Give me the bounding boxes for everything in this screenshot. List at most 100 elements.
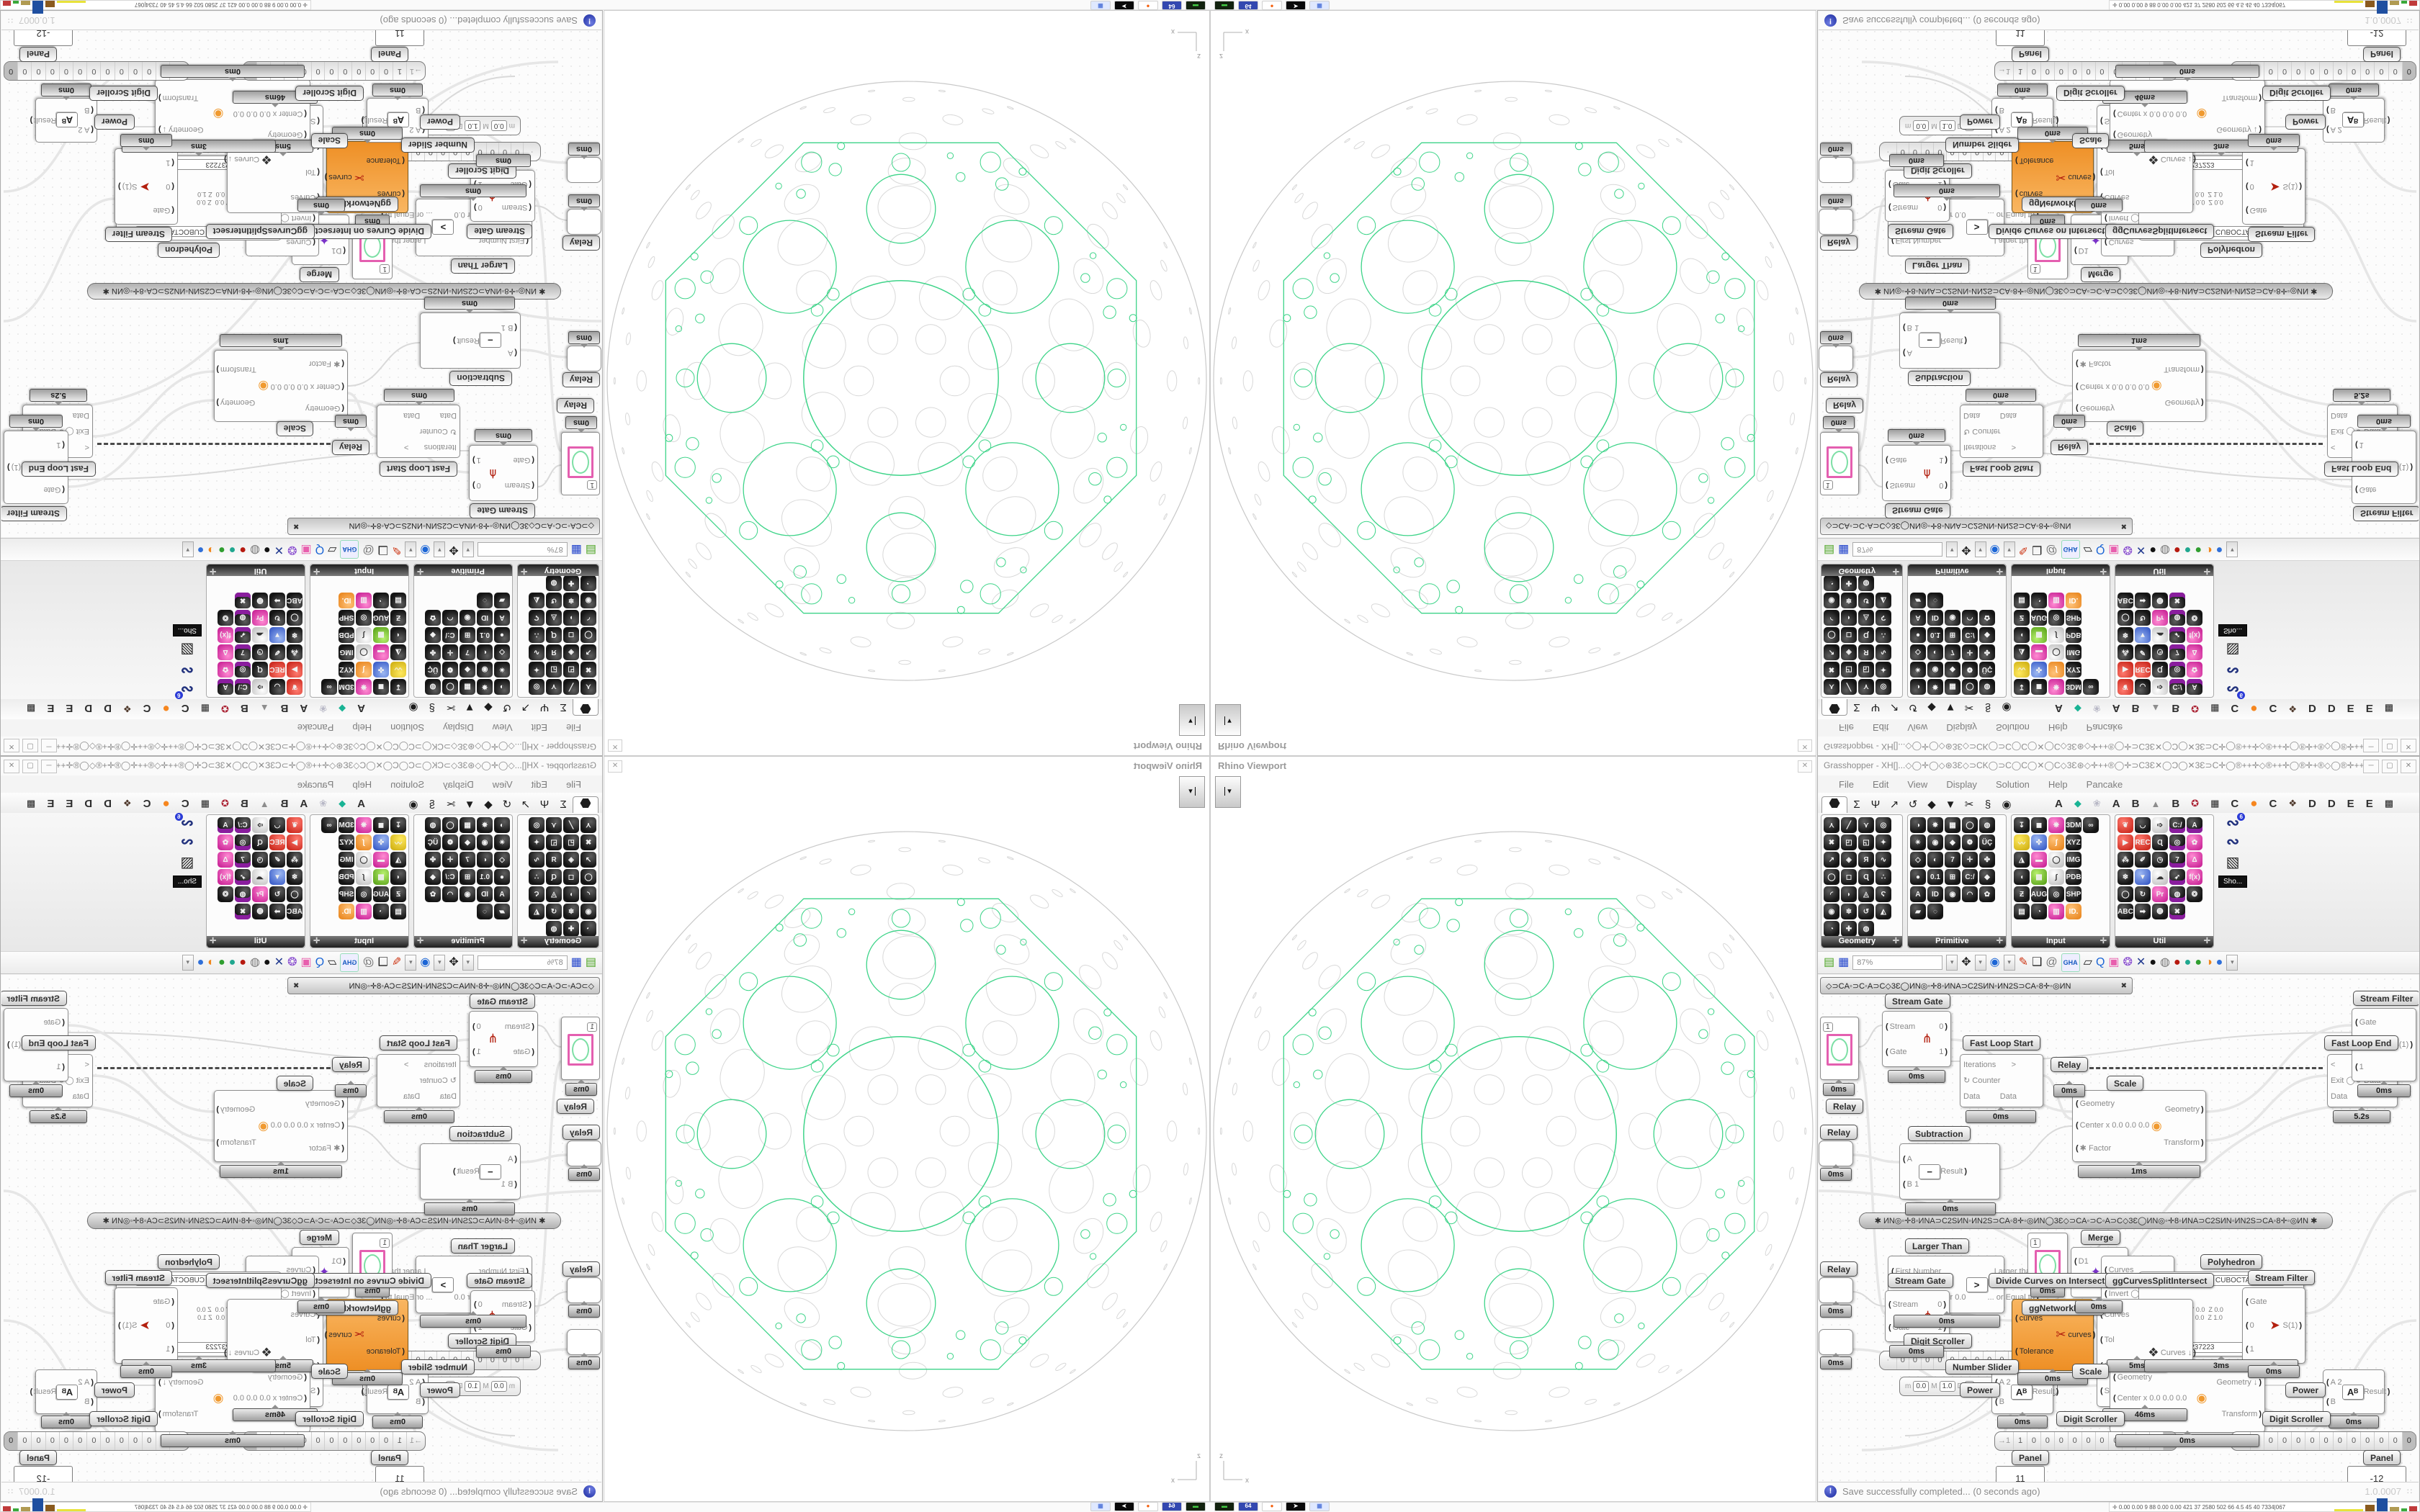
- slider-min[interactable]: 0.0: [490, 120, 507, 131]
- port-1[interactable]: 1: [2246, 1345, 2267, 1354]
- grasshopper-titlebar[interactable]: Grasshopper - XH[]...◇◯✛◯◇⊛3Ɛ◇⊃CK◯⊃C◯C◯✕…: [1, 757, 602, 775]
- plugin-tab-icon-10[interactable]: ●: [2250, 796, 2258, 810]
- component-icon-geometry-6[interactable]: ◱: [1858, 662, 1874, 678]
- gh-tag-stream-gate[interactable]: Stream Gate: [467, 1273, 532, 1288]
- gh-node[interactable]: Gate01➤S(1): [2242, 148, 2305, 225]
- component-icon-util-2[interactable]: ➩: [2152, 817, 2168, 833]
- port-factor[interactable]: ✱ Factor: [271, 359, 344, 369]
- component-icon-input-23[interactable]: SHP: [2066, 886, 2081, 902]
- scroller-digit[interactable]: 0: [32, 62, 46, 80]
- plugin-tab-icon-12[interactable]: ❖: [2288, 703, 2297, 714]
- component-icon-input-18[interactable]: PDB: [339, 869, 354, 885]
- component-icon-primitive-14[interactable]: ✤: [425, 852, 441, 868]
- component-icon-geometry-10[interactable]: Я: [546, 644, 562, 660]
- port-b[interactable]: B: [1995, 107, 2011, 115]
- menu-edit[interactable]: Edit: [531, 778, 548, 790]
- component-icon-input-3[interactable]: 3DM: [339, 817, 354, 833]
- gh-tag-merge[interactable]: Merge: [299, 1230, 339, 1245]
- component-icon-util-11[interactable]: ✐: [269, 852, 285, 868]
- glasses-icon-2[interactable]: ∾: [180, 832, 194, 850]
- gh-tag-digit-scroller[interactable]: Digit Scroller: [295, 1411, 364, 1426]
- scroller-digit[interactable]: 0: [143, 1432, 157, 1450]
- component-icon-input-12[interactable]: ◯: [2048, 852, 2064, 868]
- component-icon-input-27[interactable]: ▥: [356, 904, 372, 919]
- tab-category-1[interactable]: Σ: [1853, 798, 1860, 811]
- preview-dropdown[interactable]: ▾: [405, 955, 417, 971]
- tab-category-9[interactable]: ◉: [408, 701, 418, 714]
- scroller-digit[interactable]: 0: [325, 1432, 339, 1450]
- menu-edit[interactable]: Edit: [1872, 778, 1889, 790]
- component-icon-input-25[interactable]: ▤: [2014, 904, 2030, 919]
- scroller-digit[interactable]: 0: [339, 62, 353, 80]
- port-curves[interactable]: curves: [325, 173, 351, 181]
- galapagos-button[interactable]: ✕: [2136, 544, 2146, 556]
- scroller-digit[interactable]: 0: [2291, 1432, 2305, 1450]
- grasshopper-titlebar[interactable]: Grasshopper - XH[]...◇◯✛◯◇⊛3Ɛ◇⊃CK◯⊃C◯C◯✕…: [1818, 757, 2419, 775]
- gh-tag-digit-scroller[interactable]: Digit Scroller: [2056, 1411, 2125, 1426]
- tab-plugin-c-9[interactable]: C: [181, 702, 189, 715]
- plugin-tab-icon-1[interactable]: ◆: [2074, 798, 2081, 809]
- port-s-1[interactable]: S(1): [118, 182, 138, 191]
- component-icon-geometry-8[interactable]: ↗: [1824, 644, 1839, 660]
- component-icon-geometry-2[interactable]: ⋎: [1858, 817, 1874, 833]
- gh-tag-subtraction[interactable]: Subtraction: [449, 371, 512, 386]
- tab-category-3[interactable]: ↗: [521, 701, 531, 714]
- component-icon-input-27[interactable]: ▥: [2048, 593, 2064, 608]
- scroller-digit[interactable]: 0: [2263, 62, 2277, 80]
- port-a-2[interactable]: A 2: [1995, 1378, 2011, 1387]
- component-icon-primitive-8[interactable]: ❁: [442, 662, 458, 678]
- grasshopper-canvas[interactable]: ◇⊃CА◦⊃C◦А⊃C◇3Ɛ◯ИN◎◦✛8◦ИNА⊃C2SИN◦ИN2S⊃CА◦…: [1, 30, 601, 537]
- component-icon-primitive-24[interactable]: ✿: [1979, 610, 1995, 626]
- component-icon-primitive-9[interactable]: ÜÇ: [1979, 834, 1995, 850]
- scroller-digit[interactable]: 0: [2305, 1432, 2318, 1450]
- zoom-level-input[interactable]: 87%: [477, 542, 568, 557]
- component-icon-primitive-22[interactable]: ◉: [460, 886, 475, 902]
- port-gate[interactable]: Gate: [2355, 485, 2377, 494]
- tab-plugin-e-15[interactable]: E: [66, 797, 73, 810]
- tab-category-9[interactable]: ◉: [2002, 798, 2012, 811]
- component-icon-util-17[interactable]: ☁: [252, 627, 268, 643]
- component-icon-geometry-10[interactable]: Я: [1858, 644, 1874, 660]
- material-teal-button[interactable]: ●: [228, 956, 236, 968]
- component-icon-util-24[interactable]: ❂: [218, 610, 233, 626]
- scroller-digit[interactable]: 0: [18, 62, 32, 80]
- gh-tag-relay[interactable]: Relay: [331, 1057, 369, 1072]
- component-icon-primitive-9[interactable]: ÜÇ: [1979, 662, 1995, 678]
- component-icon-primitive-25[interactable]: ▰: [1910, 593, 1926, 608]
- palette-label-input[interactable]: Input ✛: [2012, 936, 2110, 948]
- port-result[interactable]: Result: [1940, 336, 1967, 345]
- component-icon-primitive-22[interactable]: ◉: [460, 610, 475, 626]
- port-tolerance[interactable]: Tolerance: [2015, 156, 2054, 165]
- tab-plugin-b-4[interactable]: B: [280, 702, 289, 715]
- port-a[interactable]: A: [1903, 349, 1919, 358]
- open-file-button[interactable]: ▤: [1824, 956, 1835, 968]
- gh-tag-divide-curves-on-intersects[interactable]: Divide Curves on Intersects: [302, 1273, 431, 1288]
- component-icon-util-19[interactable]: f(x): [218, 869, 233, 885]
- port-geometry[interactable]: Geometry: [271, 1099, 344, 1108]
- slider-min[interactable]: 0.0: [490, 1381, 507, 1392]
- component-icon-input-16[interactable]: ▩: [373, 627, 389, 643]
- gh-tag-scale[interactable]: Scale: [276, 1076, 313, 1091]
- component-icon-primitive-0[interactable]: ◑: [494, 679, 510, 695]
- component-icon-input-4[interactable]: ∞: [321, 679, 337, 695]
- board-icon[interactable]: ▧: [2226, 642, 2240, 657]
- component-icon-util-1[interactable]: ◡: [269, 817, 285, 833]
- component-icon-util-0[interactable]: ❦: [287, 679, 302, 695]
- port-gate[interactable]: Gate: [2246, 1297, 2267, 1306]
- sketch-pen-button[interactable]: ✎: [2018, 956, 2029, 968]
- component-icon-util-10[interactable]: ⁂: [287, 644, 302, 660]
- port-0[interactable]: 0: [472, 1022, 481, 1031]
- component-icon-util-3[interactable]: C:/: [235, 679, 251, 695]
- port-tol[interactable]: Tol: [274, 1336, 320, 1344]
- tab-plugin-a-0[interactable]: A: [2055, 702, 2063, 715]
- gh-tag-digit-scroller[interactable]: Digit Scroller: [89, 1411, 158, 1426]
- gh-tag-divide-curves-on-intersects[interactable]: Divide Curves on Intersects: [1989, 1273, 2118, 1288]
- tab-plugin-c-11[interactable]: C: [2269, 797, 2277, 810]
- remote-button[interactable]: @: [362, 544, 375, 556]
- component-icon-util-3[interactable]: C:/: [235, 817, 251, 833]
- gh-tag-relay[interactable]: Relay: [1826, 398, 1864, 413]
- scroller-digit[interactable]: 0: [2094, 62, 2109, 80]
- scroller-digit[interactable]: 0: [1908, 1351, 1921, 1369]
- hint-bulb-button[interactable]: ❂: [2123, 956, 2133, 968]
